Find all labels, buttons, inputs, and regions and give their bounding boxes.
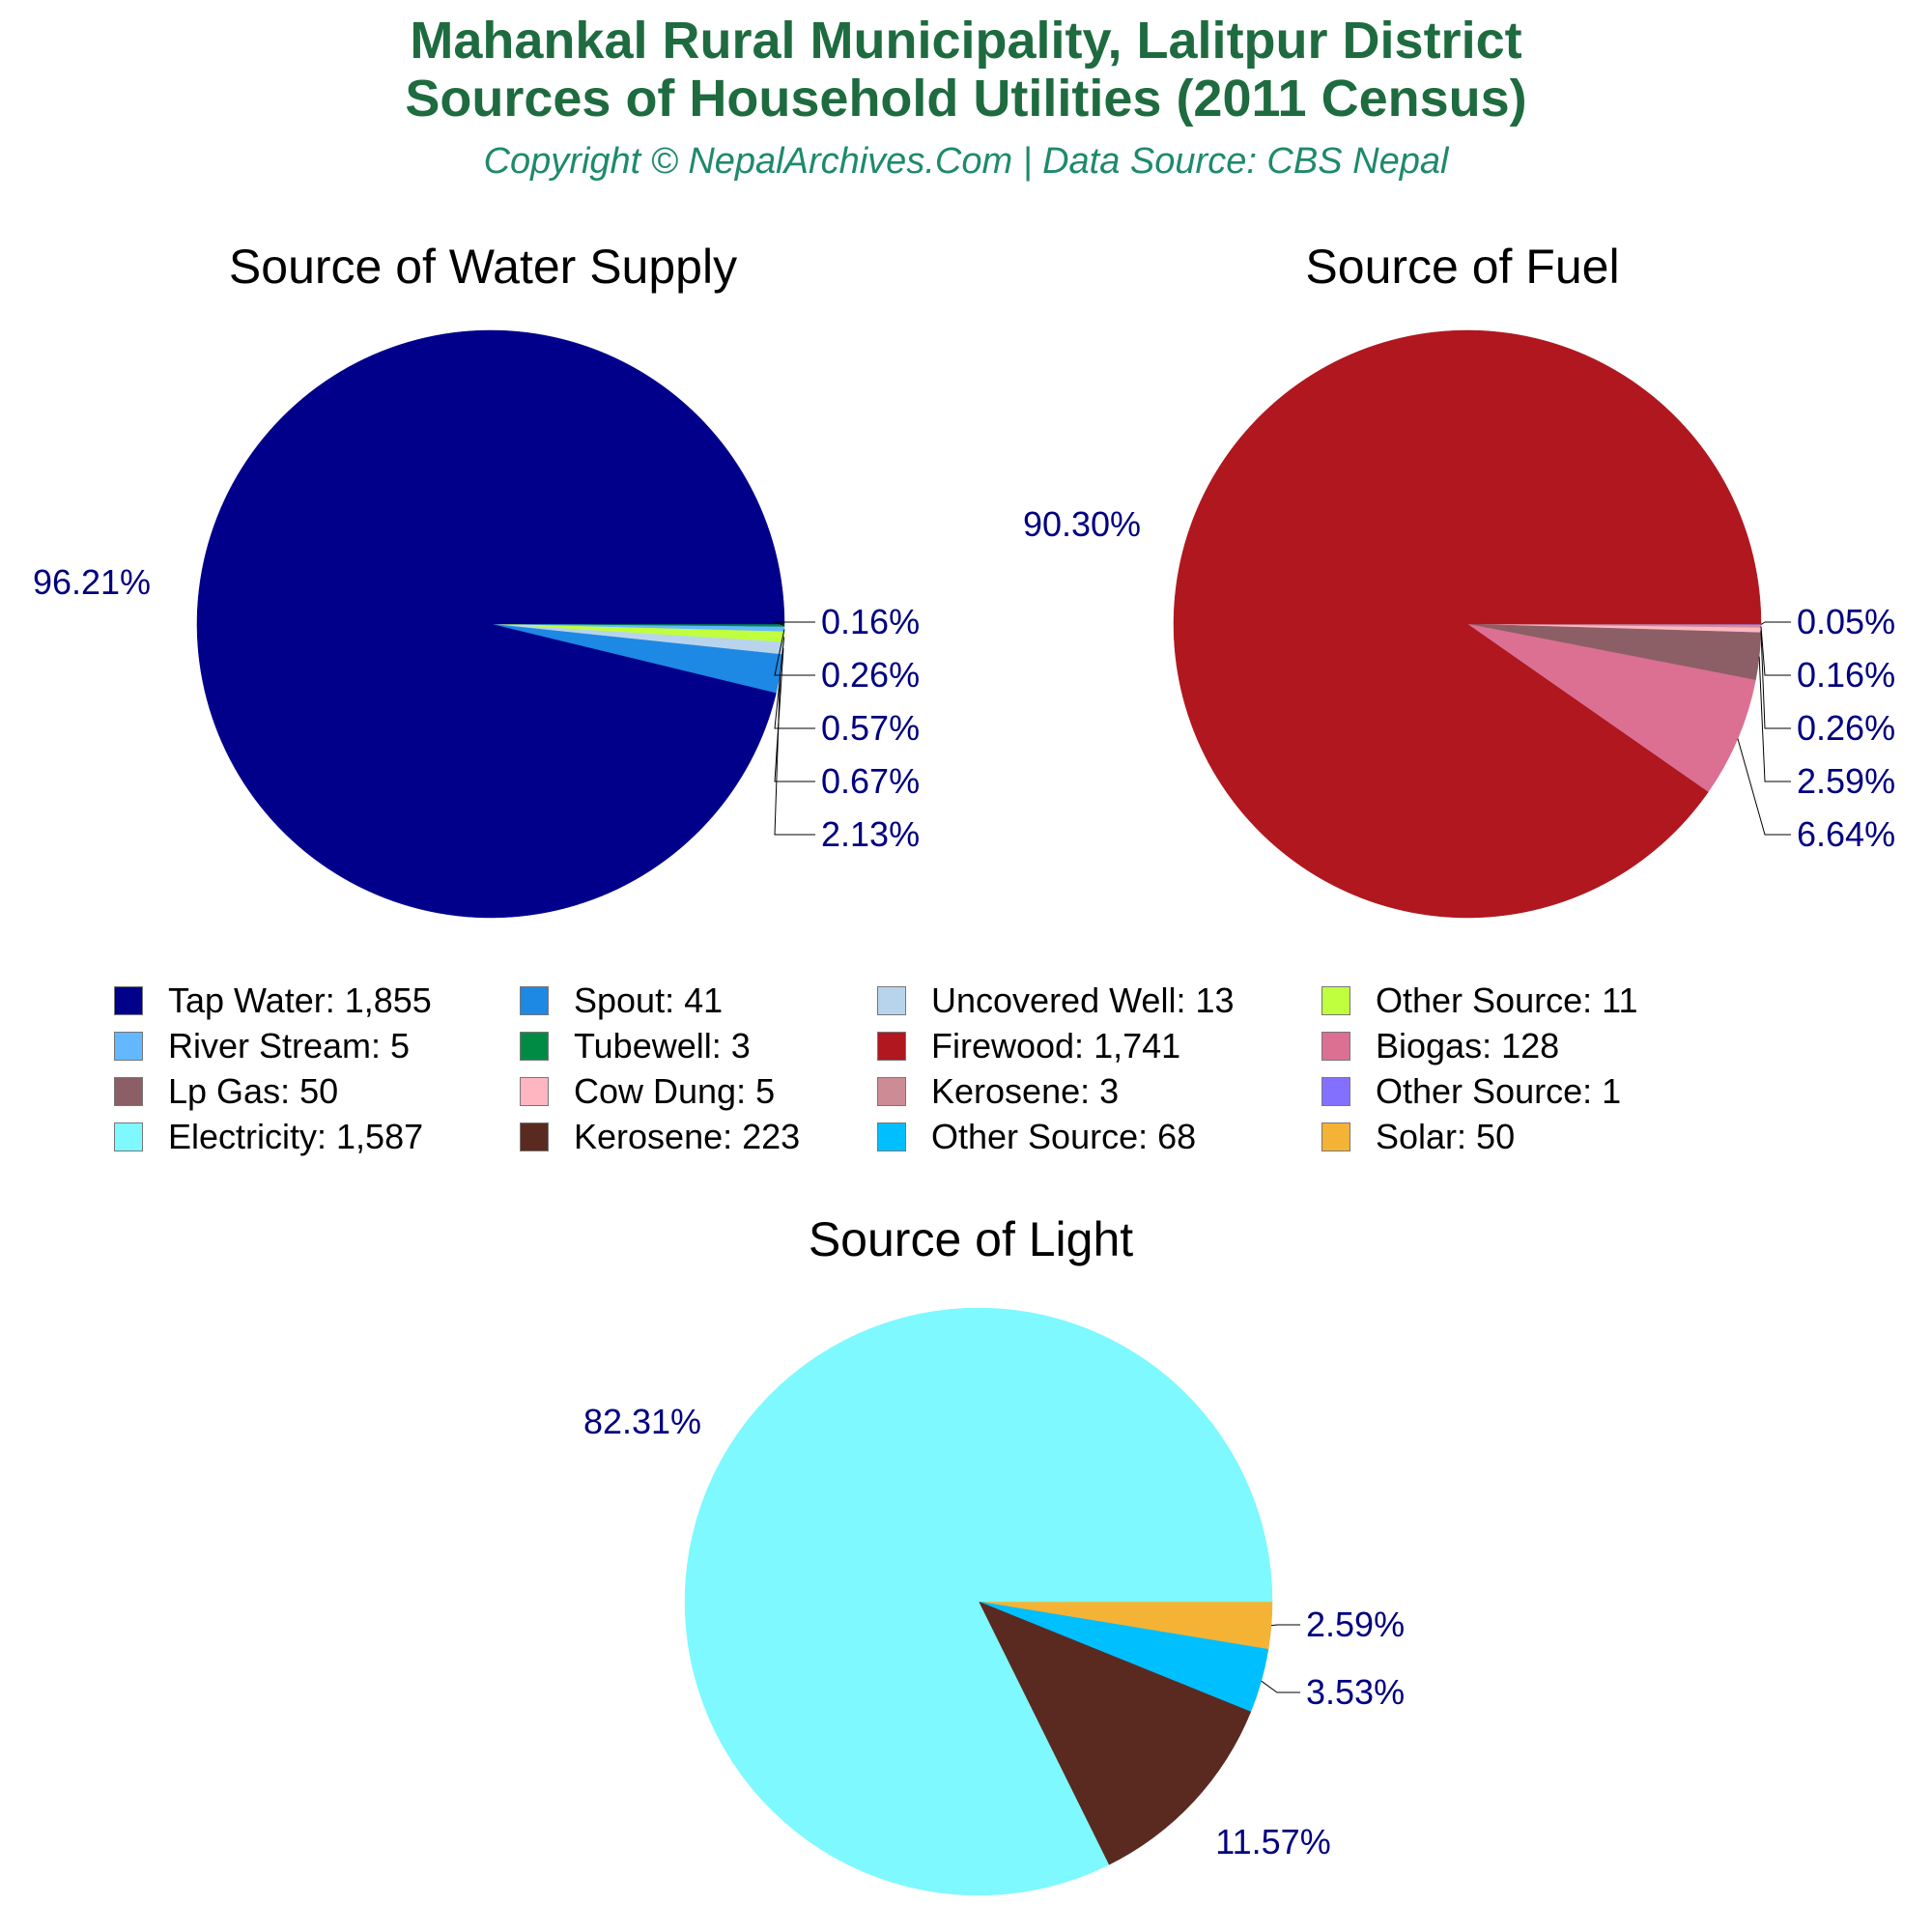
percent-label-spout: 2.13% (821, 814, 920, 854)
percent-label-river-stream: 0.26% (821, 655, 920, 695)
percent-label-kerosene: 0.16% (1797, 655, 1895, 695)
legend-label: Other Source: 68 (931, 1117, 1197, 1156)
legend-swatch (520, 1032, 549, 1061)
chart-title-source-of-fuel: Source of Fuel (1305, 240, 1619, 294)
legend-item: Tubewell: 3 (520, 1026, 877, 1065)
legend-item: Cow Dung: 5 (520, 1071, 877, 1111)
percent-label-solar: 2.59% (1306, 1605, 1405, 1644)
legend-label: Solar: 50 (1376, 1117, 1516, 1156)
page-subtitle: Copyright © NepalArchives.Com | Data Sou… (483, 141, 1449, 182)
percent-label-other-source: 0.05% (1797, 602, 1895, 641)
page-title-line-2: Sources of Household Utilities (2011 Cen… (405, 70, 1527, 128)
legend-swatch (114, 1077, 143, 1106)
legend-label: Firewood: 1,741 (931, 1026, 1181, 1065)
slice-biogas (1466, 623, 1756, 793)
legend-swatch (114, 986, 143, 1015)
legend-item: Spout: 41 (520, 980, 877, 1020)
legend-swatch (1321, 1032, 1350, 1061)
legend-item: Firewood: 1,741 (877, 1026, 1321, 1065)
percent-label-biogas: 6.64% (1797, 814, 1895, 854)
legend-swatch (114, 1032, 143, 1061)
slice-firewood (1173, 329, 1762, 919)
legend-label: Electricity: 1,587 (168, 1117, 424, 1156)
legend-label: Biogas: 128 (1376, 1026, 1560, 1065)
percent-label-cow-dung: 0.26% (1797, 708, 1895, 748)
percent-label-tubewell: 0.16% (821, 602, 920, 641)
leader-line-uncovered-well (774, 648, 815, 782)
leader-line-spout (774, 673, 815, 836)
leader-line-kerosene (1760, 626, 1791, 676)
leader-line-biogas (1737, 738, 1791, 836)
legend-swatch (520, 1122, 549, 1151)
legend-item: Other Source: 68 (877, 1117, 1321, 1156)
legend-swatch (877, 1077, 906, 1106)
legend-item: River Stream: 5 (114, 1026, 520, 1065)
leader-line-river-stream (774, 629, 815, 676)
legend-item: Kerosene: 3 (877, 1071, 1321, 1111)
legend-item: Kerosene: 223 (520, 1117, 877, 1156)
legend-swatch (877, 986, 906, 1015)
leader-line-other-source (1261, 1680, 1300, 1693)
percent-label-other-source: 0.57% (821, 708, 920, 748)
percent-label-uncovered-well: 0.67% (821, 761, 920, 801)
legend-label: Kerosene: 223 (574, 1117, 801, 1156)
legend-label: Tap Water: 1,855 (168, 980, 432, 1020)
leader-line-cow-dung (1760, 630, 1791, 729)
legend-item: Uncovered Well: 13 (877, 980, 1321, 1020)
legend-item: Other Source: 1 (1321, 1071, 1708, 1111)
leader-line-tubewell (774, 621, 815, 626)
legend-swatch (1321, 1122, 1350, 1151)
pie-chart-source-of-light: Source of Light 82.31% 2.59% 3.53% 11.57% (583, 1212, 1405, 1896)
leader-line-lp-gas (1758, 656, 1791, 782)
slice-tap-water (196, 329, 785, 919)
percent-label-kerosene: 11.57% (1215, 1822, 1330, 1861)
legend-swatch (877, 1122, 906, 1151)
percent-label-tap-water: 96.21% (33, 562, 151, 602)
leader-line-solar (1270, 1624, 1300, 1627)
legend-swatch (877, 1032, 906, 1061)
legend-swatch (1321, 1077, 1350, 1106)
legend-swatch (114, 1122, 143, 1151)
chart-title-source-of-water-supply: Source of Water Supply (229, 240, 737, 294)
slice-kerosene (978, 1601, 1252, 1865)
legend-label: Spout: 41 (574, 980, 724, 1020)
percent-label-electricity: 82.31% (583, 1402, 701, 1441)
legend-label: Other Source: 11 (1376, 980, 1638, 1020)
slice-electricity (684, 1307, 1273, 1896)
percent-label-lp-gas: 2.59% (1797, 761, 1895, 801)
legend-label: Tubewell: 3 (574, 1026, 751, 1065)
legend-label: Lp Gas: 50 (168, 1071, 339, 1111)
percent-label-firewood: 90.30% (1023, 504, 1141, 544)
legend-label: River Stream: 5 (168, 1026, 411, 1065)
pie-chart-source-of-water-supply: Source of Water Supply 96.21% 0.16% 0.26% 0.… (33, 240, 920, 919)
percent-label-other-source: 3.53% (1306, 1672, 1405, 1712)
legend-swatch (1321, 986, 1350, 1015)
legend-item: Tap Water: 1,855 (114, 980, 520, 1020)
legend-label: Other Source: 1 (1376, 1071, 1622, 1111)
legend-item: Biogas: 128 (1321, 1026, 1708, 1065)
legend-item: Solar: 50 (1321, 1117, 1708, 1156)
legend-item: Lp Gas: 50 (114, 1071, 520, 1111)
leader-line-other-source (1760, 621, 1791, 625)
legend-swatch (520, 1077, 549, 1106)
leader-line-other-source (774, 637, 815, 729)
legend-label: Kerosene: 3 (931, 1071, 1120, 1111)
legend: Tap Water: 1,855 Spout: 41 Uncovered Well:… (114, 980, 1853, 1156)
legend-item: Other Source: 11 (1321, 980, 1708, 1020)
legend-label: Uncovered Well: 13 (931, 980, 1235, 1020)
page-title-line-1: Mahankal Rural Municipality, Lalitpur Di… (410, 12, 1522, 70)
legend-label: Cow Dung: 5 (574, 1071, 776, 1111)
legend-item: Electricity: 1,587 (114, 1117, 520, 1156)
pie-chart-source-of-fuel: Source of Fuel 90.30% 0.05% 0.16% 0.26% 2.59%… (1023, 240, 1895, 919)
chart-title-source-of-light: Source of Light (809, 1212, 1133, 1266)
legend-swatch (520, 986, 549, 1015)
page-header: Mahankal Rural Municipality, Lalitpur Di… (0, 0, 1932, 183)
